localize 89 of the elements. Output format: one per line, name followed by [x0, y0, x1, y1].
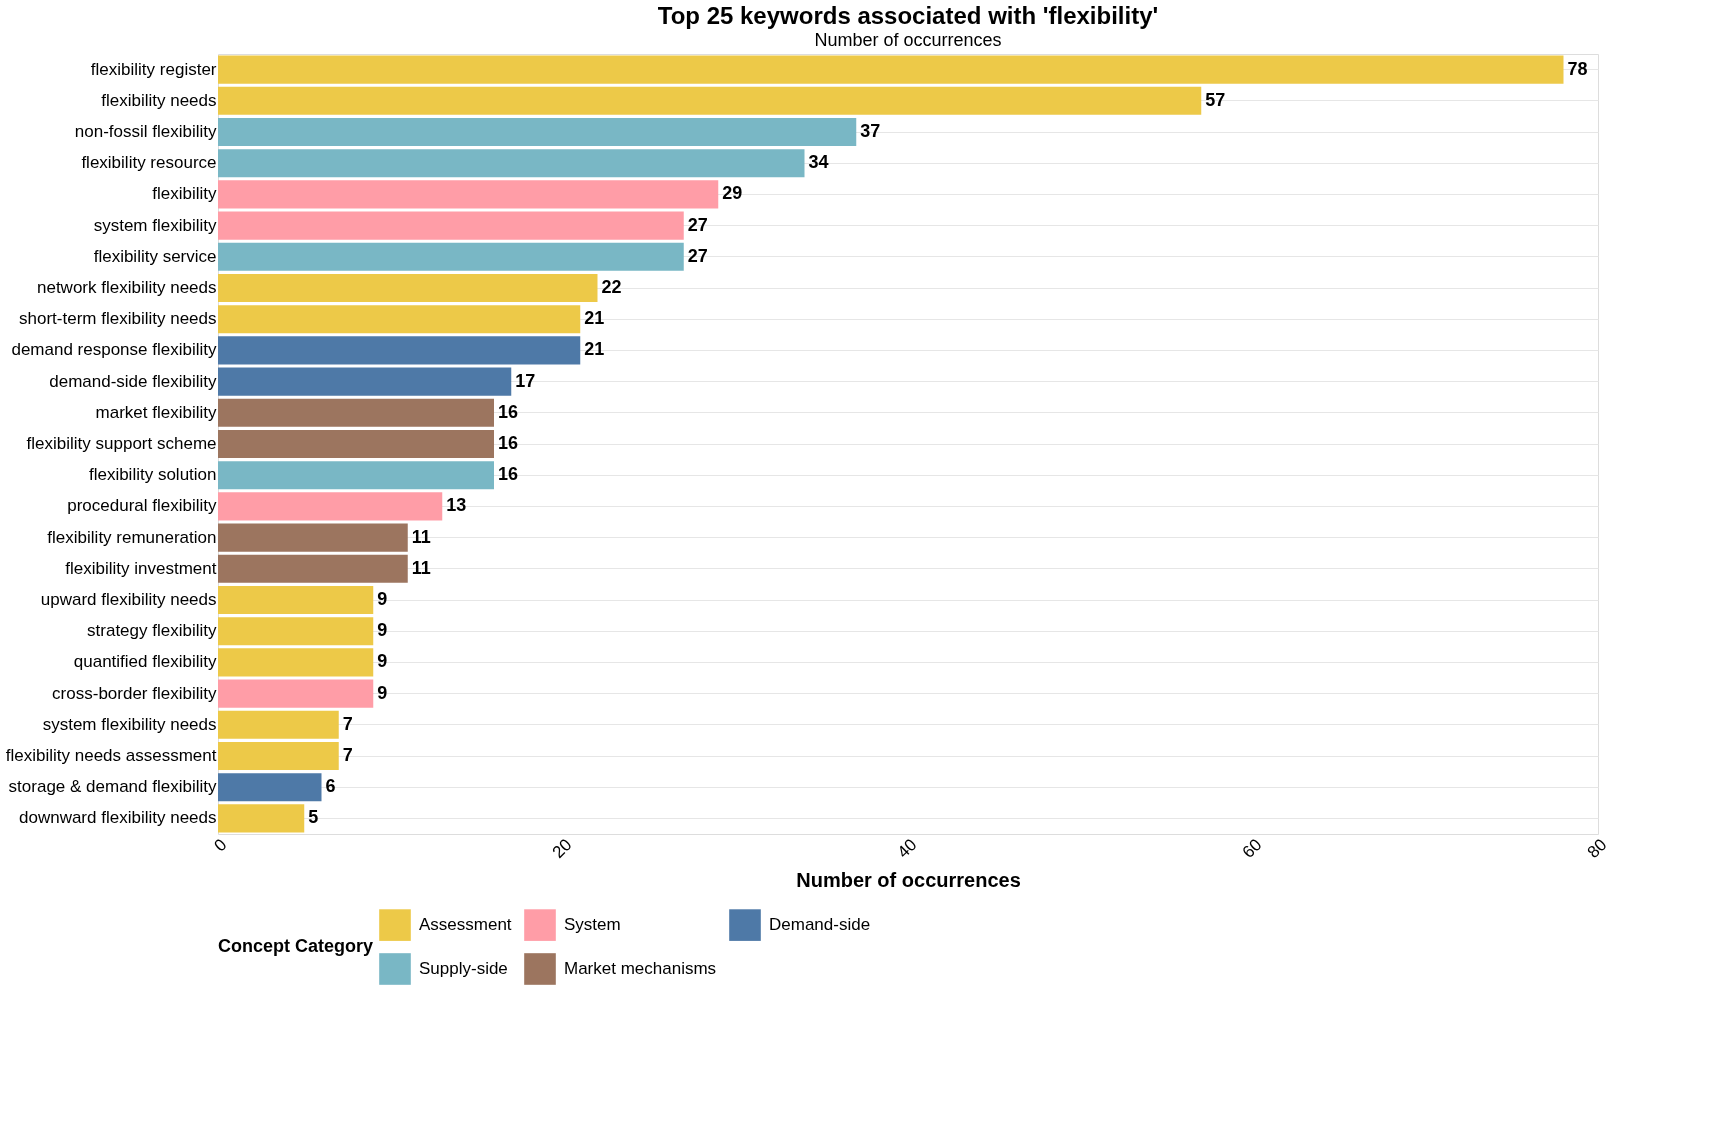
data-label: 16	[498, 433, 519, 453]
bar	[218, 429, 494, 459]
bar	[218, 242, 684, 271]
bar	[218, 86, 1202, 115]
legend-title: Concept Category	[218, 936, 374, 956]
data-label: 9	[377, 589, 388, 609]
chart-title: Top 25 keywords associated with 'flexibility'	[657, 2, 1159, 29]
bar	[218, 585, 374, 615]
data-label: 22	[601, 277, 622, 297]
bar	[218, 554, 408, 583]
y-tick-label: quantified flexibility	[73, 652, 217, 672]
data-label: 16	[498, 464, 519, 485]
data-label: 37	[860, 121, 881, 141]
y-tick-label: non-fossil flexibility	[74, 122, 217, 141]
bar	[218, 773, 322, 802]
data-label: 29	[722, 183, 743, 204]
x-tick-label: 60	[1238, 835, 1266, 862]
data-label: 9	[377, 682, 388, 703]
data-label: 6	[325, 776, 336, 797]
bar	[218, 211, 684, 240]
x-axis-title: Number of occurrences	[796, 869, 1021, 892]
y-tick-label: strategy flexibility	[87, 621, 217, 641]
legend-label: Market mechanisms	[564, 959, 717, 978]
x-tick-label: 80	[1583, 835, 1611, 862]
data-label: 7	[342, 713, 353, 734]
bar	[218, 117, 857, 147]
data-label: 57	[1205, 89, 1226, 110]
data-label: 27	[687, 214, 708, 235]
bar	[218, 492, 443, 521]
y-tick-label: flexibility remuneration	[47, 527, 217, 547]
y-tick-label: flexibility needs	[101, 90, 217, 110]
data-label: 11	[411, 526, 431, 547]
y-tick-label: network flexibility needs	[36, 278, 217, 297]
y-tick-label: flexibility service	[93, 246, 217, 266]
data-label: 11	[411, 557, 431, 578]
data-label: 7	[342, 745, 353, 765]
legend-label: Supply-side	[419, 959, 508, 978]
y-tick-label: demand-side flexibility	[49, 371, 217, 391]
legend-label: Demand-side	[769, 915, 871, 935]
y-tick-label: upward flexibility needs	[40, 590, 217, 609]
legend-label: Assessment	[419, 915, 512, 935]
bar	[218, 55, 1564, 84]
bar	[218, 741, 339, 771]
bar	[218, 398, 494, 427]
y-tick-label: flexibility solution	[88, 465, 217, 485]
legend-label: System	[564, 915, 621, 935]
bar	[218, 367, 512, 396]
bar	[218, 804, 305, 833]
y-tick-label: flexibility support scheme	[26, 434, 217, 453]
y-tick-label: system flexibility needs	[42, 714, 217, 734]
bar	[218, 461, 494, 490]
x-tick-label: 40	[893, 835, 921, 862]
y-tick-label: flexibility	[152, 184, 217, 204]
bar	[218, 523, 408, 552]
data-label: 9	[377, 620, 388, 641]
data-label: 9	[377, 651, 388, 672]
y-tick-label: market flexibility	[95, 402, 217, 422]
data-label: 78	[1567, 58, 1588, 79]
bar	[218, 710, 339, 739]
bar	[218, 679, 374, 708]
bar	[218, 305, 581, 334]
data-label: 21	[584, 308, 605, 329]
data-label: 21	[584, 339, 605, 360]
bar	[218, 617, 374, 646]
bar	[218, 336, 581, 365]
data-label: 27	[687, 245, 708, 266]
y-tick-label: system flexibility	[93, 215, 217, 235]
bar	[218, 648, 374, 677]
y-tick-label: flexibility register	[90, 59, 217, 79]
data-label: 34	[808, 152, 829, 173]
bar	[218, 180, 719, 209]
chart-subtitle: Number of occurrences	[814, 30, 1002, 50]
data-label: 5	[308, 807, 319, 828]
y-tick-label: procedural flexibility	[67, 496, 217, 516]
data-label: 17	[515, 370, 536, 391]
y-tick-label: flexibility needs assessment	[5, 746, 217, 765]
y-tick-label: demand response flexibility	[11, 340, 217, 360]
y-tick-label: flexibility investment	[65, 558, 217, 578]
y-tick-label: cross-border flexibility	[52, 683, 217, 703]
x-tick-label: 0	[210, 835, 231, 856]
data-label: 16	[498, 401, 519, 422]
y-tick-label: short-term flexibility needs	[19, 309, 217, 329]
y-tick-label: storage & demand flexibility	[8, 777, 217, 797]
bar	[218, 149, 805, 178]
y-tick-label: downward flexibility needs	[19, 808, 217, 828]
x-tick-label: 20	[548, 835, 576, 862]
data-label: 13	[446, 495, 467, 516]
y-tick-label: flexibility resource	[81, 153, 217, 173]
bar	[218, 273, 598, 303]
